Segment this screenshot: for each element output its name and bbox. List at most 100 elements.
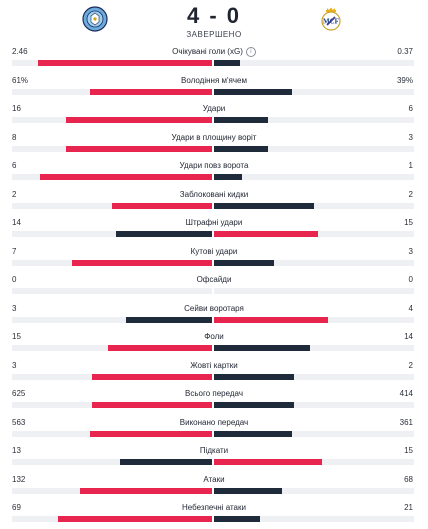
stat-label-text: Всього передач: [185, 389, 243, 398]
stat-label-text: Удари: [202, 104, 226, 113]
away-bar-track: [214, 117, 414, 123]
away-bar-track: [214, 402, 414, 408]
match-status: ЗАВЕРШЕНО: [186, 30, 242, 39]
away-bar-track: [214, 174, 414, 180]
home-stat-bar: [126, 316, 212, 323]
home-bar-track: [12, 316, 212, 323]
away-score: 0: [226, 3, 242, 28]
home-stat-value: 6: [12, 161, 17, 170]
svg-text:MCF: MCF: [323, 18, 339, 26]
home-stat-value: 132: [12, 474, 26, 484]
home-stat-value: 0: [12, 275, 17, 284]
away-bar-track: [214, 373, 414, 380]
home-stat-bar: [40, 174, 212, 180]
away-stat-bar: [214, 316, 328, 323]
away-stat-value: 2: [408, 189, 413, 199]
home-stat-bar: [90, 430, 212, 437]
home-stat-value: 61%: [12, 75, 29, 85]
away-stat-value: 15: [404, 446, 413, 455]
stat-label: Сейви воротаря: [0, 304, 428, 313]
away-stat-value: 3: [408, 132, 413, 142]
away-stat-value: 1: [408, 161, 413, 170]
stat-label: Штрафні удари: [0, 218, 428, 227]
home-stat-value: 3: [12, 360, 17, 370]
stat-row: 3 Сейви воротаря 4: [0, 301, 428, 330]
away-bar-track: [214, 145, 414, 152]
stat-label: Удари повз ворота: [0, 161, 428, 170]
stat-label-text: Очікувані голи (xG): [172, 47, 243, 57]
stat-label-text: Заблоковані кидки: [179, 189, 249, 199]
away-stat-value: 6: [408, 104, 413, 113]
stat-row: 69 Небезпечні атаки 21: [0, 500, 428, 529]
home-stat-value: 563: [12, 417, 26, 427]
stat-label: Всього передач: [0, 389, 428, 398]
stat-row: 3 Жовті картки 2: [0, 358, 428, 387]
stat-label: Очікувані голи (xG) i: [0, 47, 428, 57]
stat-label-text: Жовті картки: [190, 360, 238, 370]
away-bar-track: [214, 345, 414, 351]
match-stats-list: 2.46 Очікувані голи (xG) i 0.37 61% Володіння…: [0, 44, 428, 529]
home-stat-bar: [116, 231, 212, 237]
away-bar-track: [214, 202, 414, 209]
stat-label: Фоли: [0, 332, 428, 341]
home-bar-track: [12, 459, 212, 465]
away-stat-bar: [214, 60, 240, 66]
home-stat-value: 2.46: [12, 47, 28, 56]
stat-label: Кутові удари: [0, 247, 428, 256]
stat-row: 13 Підкати 15: [0, 443, 428, 472]
stat-label-text: Виконано передач: [179, 417, 249, 427]
home-stat-value: 16: [12, 104, 21, 113]
away-stat-value: 68: [404, 474, 413, 484]
away-stat-value: 39%: [396, 75, 413, 85]
home-stat-bar: [72, 259, 212, 266]
away-stat-value: 0.37: [397, 47, 413, 56]
away-stat-bar: [214, 516, 260, 522]
away-stat-bar: [214, 202, 314, 209]
stat-label-text: Атаки: [203, 474, 225, 484]
home-stat-bar: [58, 516, 212, 522]
stat-label: Атаки: [0, 475, 428, 484]
away-stat-bar: [214, 345, 310, 351]
stat-row: 6 Удари повз ворота 1: [0, 158, 428, 187]
home-bar-track: [12, 288, 212, 294]
match-header: 4 - 0 ЗАВЕРШЕНО MCF: [0, 0, 428, 44]
home-stat-value: 15: [12, 332, 21, 341]
away-bar-track: [214, 430, 414, 437]
real-madrid-crest-icon[interactable]: MCF: [318, 6, 344, 32]
home-stat-bar: [120, 459, 212, 465]
stat-label-text: Фоли: [204, 332, 224, 341]
stat-row: 132 Атаки 68: [0, 472, 428, 501]
away-stat-bar: [214, 487, 282, 494]
info-icon[interactable]: i: [245, 47, 256, 57]
home-stat-value: 8: [12, 132, 17, 142]
away-stat-value: 0: [408, 275, 413, 284]
stat-label-text: Удари повз ворота: [179, 161, 249, 170]
stat-label-text: Офсайди: [196, 275, 232, 284]
away-stat-value: 3: [408, 246, 413, 256]
home-stat-value: 3: [12, 303, 17, 313]
score-separator: -: [209, 3, 219, 28]
home-score: 4: [186, 3, 202, 28]
away-stat-value: 14: [404, 332, 413, 341]
stat-label: Підкати: [0, 446, 428, 455]
home-stat-bar: [66, 145, 212, 152]
manchester-city-crest-icon[interactable]: [82, 6, 108, 32]
stat-label-text: Підкати: [199, 446, 229, 455]
stat-label-text: Сейви воротаря: [184, 303, 244, 313]
home-stat-value: 2: [12, 189, 17, 199]
home-stat-value: 7: [12, 246, 17, 256]
home-stat-bar: [108, 345, 212, 351]
away-stat-bar: [214, 259, 274, 266]
stat-row: 7 Кутові удари 3: [0, 244, 428, 273]
home-stat-value: 625: [12, 389, 26, 398]
away-bar-track: [214, 88, 414, 95]
away-stat-value: 361: [399, 417, 413, 427]
stat-row: 61% Володіння м'ячем 39%: [0, 73, 428, 102]
stat-label-text: Кутові удари: [190, 246, 238, 256]
home-bar-track: [12, 231, 212, 237]
stat-label-text: Володіння м'ячем: [181, 75, 247, 85]
away-stat-bar: [214, 231, 318, 237]
away-bar-track: [214, 60, 414, 66]
stat-row: 15 Фоли 14: [0, 329, 428, 358]
away-stat-bar: [214, 174, 242, 180]
